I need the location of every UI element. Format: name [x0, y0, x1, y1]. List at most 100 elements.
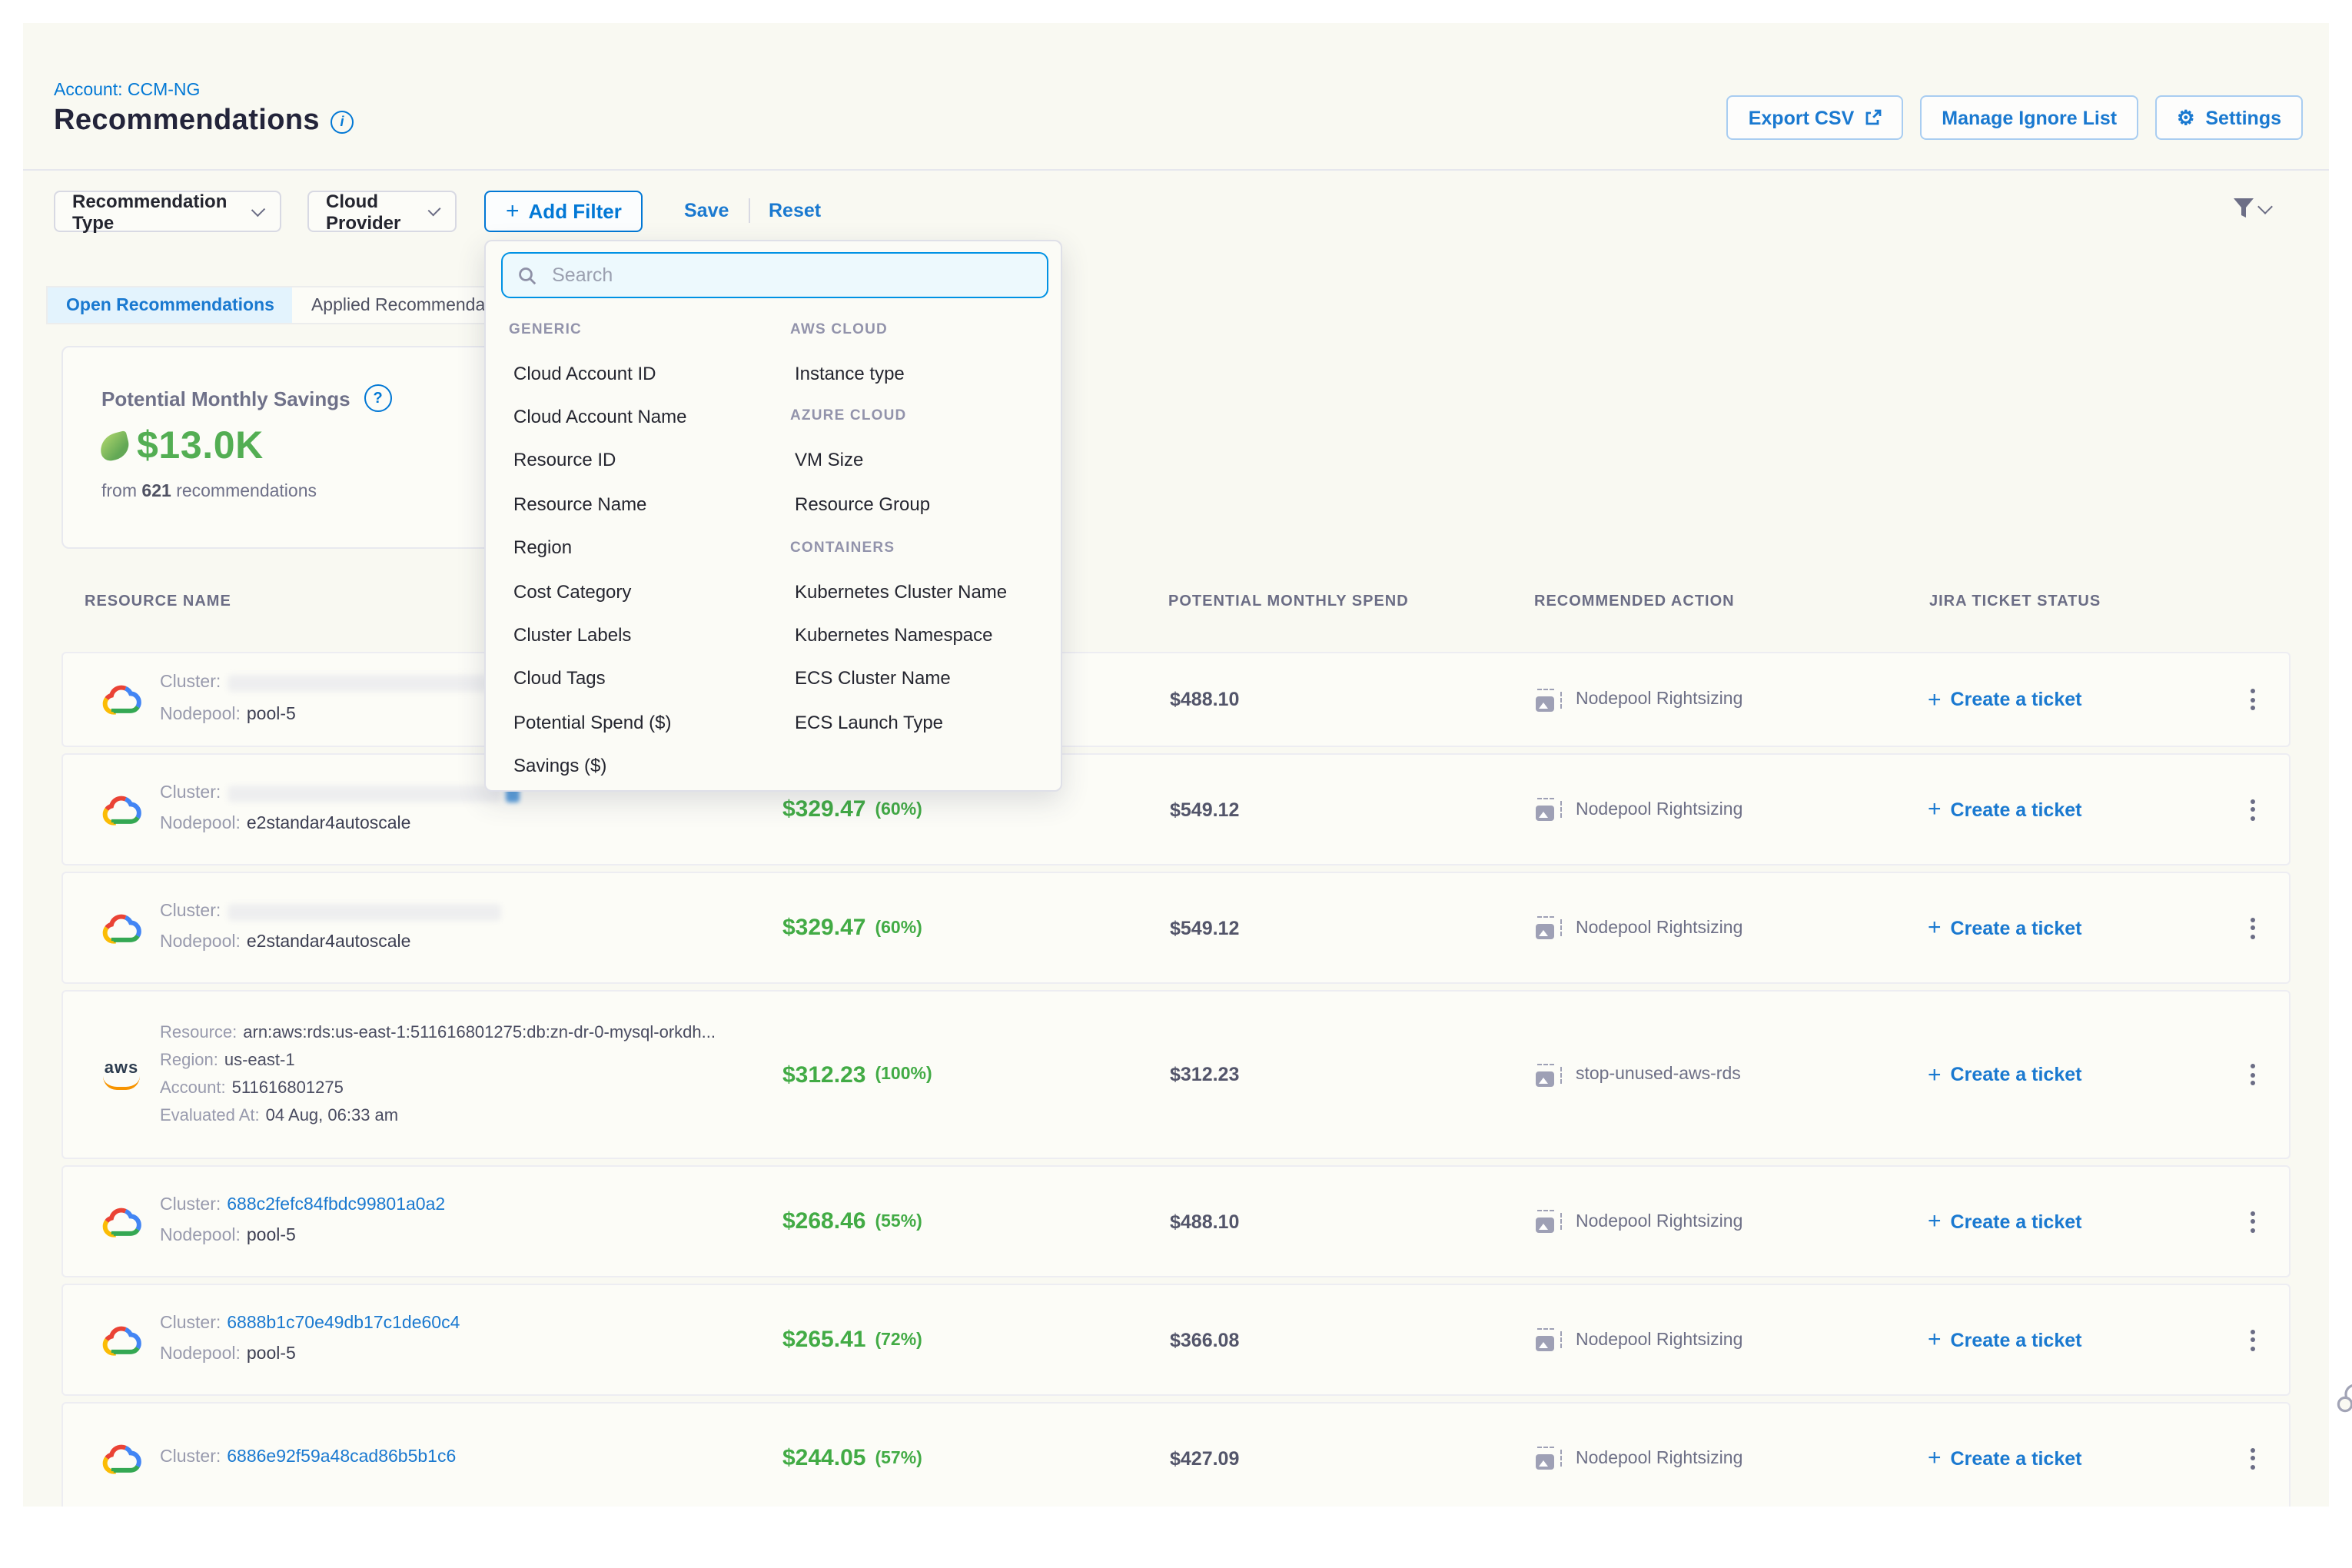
redacted-value — [227, 786, 500, 802]
filter-option[interactable]: VM Size — [790, 438, 1061, 482]
provider-icon-cell — [91, 653, 152, 746]
recommended-action-cell: Nodepool Rightsizing — [1536, 1285, 1742, 1394]
potential-monthly-spend-cell: $488.10 — [1170, 653, 1239, 746]
table-row: Cluster:6886e92f59a48cad86b5b1c6 $244.05(… — [61, 1402, 2291, 1507]
create-ticket-button[interactable]: +Create a ticket — [1928, 992, 2081, 1158]
recommendations-table: Cluster: Nodepool:pool-5 $488.10 Nodepool R… — [0, 0, 2352, 1507]
table-row: awsResource:arn:aws:rds:us-east-1:511616… — [61, 990, 2291, 1159]
monthly-savings-cell: $268.46(55%) — [782, 1167, 922, 1276]
resource-line: Evaluated At:04 Aug, 06:33 am — [160, 1105, 398, 1127]
recommended-action-cell: stop-unused-aws-rds — [1536, 992, 1741, 1158]
popover-search — [501, 252, 1048, 298]
support-chat-icon[interactable] — [2335, 1382, 2352, 1423]
resource-line: Cluster: — [160, 673, 488, 696]
potential-monthly-spend-cell: $549.12 — [1170, 873, 1239, 982]
resource-line: Region:us-east-1 — [160, 1050, 295, 1071]
filter-option[interactable]: Resource Name — [509, 482, 779, 526]
provider-icon-cell — [91, 755, 152, 864]
table-row: Cluster:688c2fefc84fbdc99801a0a2Nodepool… — [61, 1165, 2291, 1277]
plus-icon: + — [1928, 1447, 1942, 1470]
gcp-cloud-icon — [100, 1201, 143, 1241]
create-ticket-button[interactable]: +Create a ticket — [1928, 755, 2081, 864]
filter-option[interactable]: ECS Launch Type — [790, 700, 1061, 744]
action-label: Nodepool Rightsizing — [1576, 1449, 1742, 1467]
row-menu-button[interactable] — [2237, 755, 2267, 864]
cluster-link[interactable]: 688c2fefc84fbdc99801a0a2 — [227, 1194, 445, 1218]
gcp-cloud-icon — [100, 908, 143, 948]
action-label: Nodepool Rightsizing — [1576, 919, 1742, 937]
recommendations-page: Account: CCM-NG Recommendations i Export… — [0, 0, 2352, 1568]
resource-line: Cluster:6886e92f59a48cad86b5b1c6 — [160, 1447, 456, 1470]
filter-option[interactable]: Kubernetes Cluster Name — [790, 570, 1061, 613]
recommendation-action-icon — [1536, 1447, 1562, 1470]
resource-line: Nodepool:e2standar4autoscale — [160, 932, 410, 955]
create-ticket-button[interactable]: +Create a ticket — [1928, 1285, 2081, 1394]
resource-name-cell: Cluster: Nodepool:e2standar4autoscale — [160, 873, 500, 982]
row-menu-button[interactable] — [2237, 653, 2267, 746]
monthly-savings-cell: $265.41(72%) — [782, 1285, 922, 1394]
monthly-savings-cell: $329.47(60%) — [782, 873, 922, 982]
popover-section-header: AWS CLOUD — [790, 307, 1061, 351]
plus-icon: + — [1928, 798, 1942, 821]
filter-option[interactable]: Kubernetes Namespace — [790, 613, 1061, 656]
cluster-link[interactable]: 6888b1c70e49db17c1de60c4 — [227, 1313, 460, 1336]
resource-name-cell: Cluster:688c2fefc84fbdc99801a0a2Nodepool… — [160, 1167, 445, 1276]
provider-icon-cell — [91, 1167, 152, 1276]
filter-option[interactable]: Resource Group — [790, 482, 1061, 526]
filter-option[interactable]: Cluster Labels — [509, 613, 779, 656]
filter-option[interactable]: ECS Cluster Name — [790, 656, 1061, 700]
create-ticket-button[interactable]: +Create a ticket — [1928, 873, 2081, 982]
resource-line: Nodepool:pool-5 — [160, 1226, 296, 1249]
action-label: Nodepool Rightsizing — [1576, 1212, 1742, 1231]
popover-section-header: GENERIC — [509, 307, 779, 351]
gcp-cloud-icon — [100, 679, 143, 719]
row-menu-button[interactable] — [2237, 992, 2267, 1158]
cluster-link[interactable]: 6886e92f59a48cad86b5b1c6 — [227, 1447, 456, 1470]
redacted-value — [227, 676, 488, 693]
create-ticket-button[interactable]: +Create a ticket — [1928, 1167, 2081, 1276]
filter-option[interactable]: Instance type — [790, 351, 1061, 395]
create-ticket-button[interactable]: +Create a ticket — [1928, 653, 2081, 746]
action-label: stop-unused-aws-rds — [1576, 1065, 1741, 1084]
potential-monthly-spend-cell: $488.10 — [1170, 1167, 1239, 1276]
recommended-action-cell: Nodepool Rightsizing — [1536, 755, 1742, 864]
plus-icon: + — [1928, 688, 1942, 711]
filter-option[interactable]: Cloud Tags — [509, 656, 779, 700]
filter-option[interactable]: Cost Category — [509, 570, 779, 613]
resource-line: Nodepool:e2standar4autoscale — [160, 814, 410, 837]
resource-line: Account:511616801275 — [160, 1078, 344, 1099]
plus-icon: + — [1928, 1063, 1942, 1086]
table-row: Cluster:Nodepool:e2standar4autoscale$329… — [61, 753, 2291, 865]
action-label: Nodepool Rightsizing — [1576, 800, 1742, 819]
potential-monthly-spend-cell: $427.09 — [1170, 1404, 1239, 1507]
potential-monthly-spend-cell: $549.12 — [1170, 755, 1239, 864]
recommendation-action-icon — [1536, 1328, 1562, 1351]
row-menu-button[interactable] — [2237, 1285, 2267, 1394]
recommended-action-cell: Nodepool Rightsizing — [1536, 653, 1742, 746]
filter-option[interactable]: Cloud Account ID — [509, 351, 779, 395]
row-menu-button[interactable] — [2237, 1167, 2267, 1276]
popover-section-header: AZURE CLOUD — [790, 395, 1061, 439]
row-menu-button[interactable] — [2237, 1404, 2267, 1507]
row-menu-button[interactable] — [2237, 873, 2267, 982]
resource-name-cell: Cluster:6888b1c70e49db17c1de60c4Nodepool… — [160, 1285, 460, 1394]
action-label: Nodepool Rightsizing — [1576, 690, 1742, 709]
resource-name-cell: Cluster:Nodepool:e2standar4autoscale — [160, 755, 519, 864]
monthly-savings-cell: $244.05(57%) — [782, 1404, 922, 1507]
filter-option[interactable]: Potential Spend ($) — [509, 700, 779, 744]
filter-option[interactable]: Savings ($) — [509, 744, 779, 788]
potential-monthly-spend-cell: $366.08 — [1170, 1285, 1239, 1394]
potential-monthly-spend-cell: $312.23 — [1170, 992, 1239, 1158]
search-input[interactable] — [549, 263, 1031, 287]
recommended-action-cell: Nodepool Rightsizing — [1536, 1404, 1742, 1507]
filter-option[interactable]: Region — [509, 526, 779, 570]
plus-icon: + — [1928, 916, 1942, 939]
table-row: Cluster:6888b1c70e49db17c1de60c4Nodepool… — [61, 1284, 2291, 1396]
filter-option[interactable]: Cloud Account Name — [509, 395, 779, 439]
provider-icon-cell: aws — [91, 992, 152, 1158]
filter-option[interactable]: Resource ID — [509, 438, 779, 482]
recommended-action-cell: Nodepool Rightsizing — [1536, 1167, 1742, 1276]
provider-icon-cell — [91, 1404, 152, 1507]
create-ticket-button[interactable]: +Create a ticket — [1928, 1404, 2081, 1507]
resource-line: Cluster: — [160, 901, 500, 924]
